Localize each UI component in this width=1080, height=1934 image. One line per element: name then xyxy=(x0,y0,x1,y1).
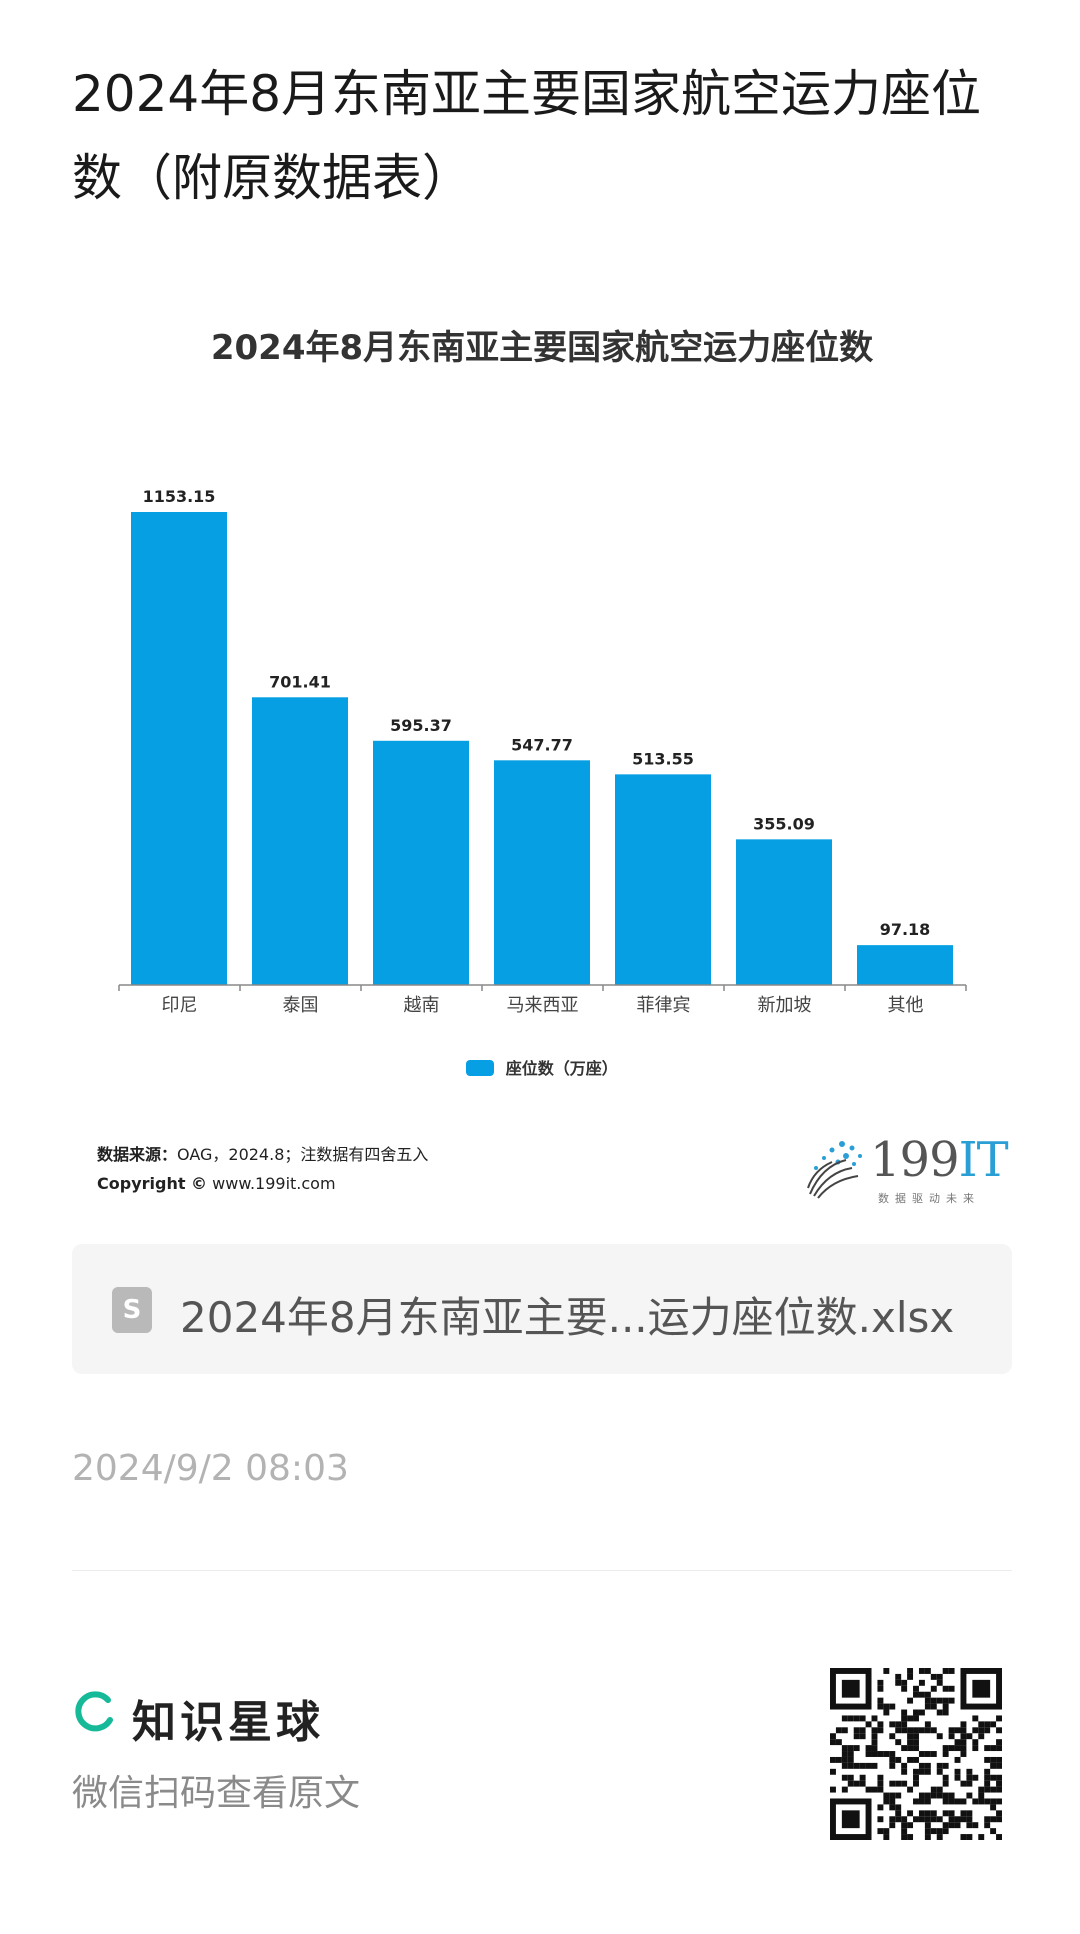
x-tick-label: 印尼 xyxy=(162,995,198,1016)
bar-value-label: 97.18 xyxy=(880,920,931,939)
scan-hint: 微信扫码查看原文 xyxy=(72,1773,361,1814)
bar-5 xyxy=(736,839,832,985)
planet-ring-icon xyxy=(75,1691,113,1732)
bar-chart: 1153.15 印尼 701.41 泰国 595.37 越南 547.77 马来西亚 513.5… xyxy=(118,487,967,1016)
article-title: 2024年8月东南亚主要国家航空运力座位数（附原数据表） xyxy=(72,65,982,207)
bar-value-label: 513.55 xyxy=(632,749,694,768)
x-tick-label: 泰国 xyxy=(283,995,319,1016)
x-tick-label: 其他 xyxy=(888,995,924,1016)
divider xyxy=(72,1570,1012,1571)
legend-label: 座位数（万座） xyxy=(505,1059,618,1078)
copyright-label: Copyright © xyxy=(97,1174,208,1193)
bar-6 xyxy=(857,945,953,985)
attachment-file-name: 2024年8月东南亚主要...运力座位数.xlsx xyxy=(180,1293,955,1342)
x-tick-label: 新加坡 xyxy=(758,995,812,1016)
qr-code xyxy=(830,1668,1002,1840)
bar-2 xyxy=(373,740,469,985)
chart-card: 1153.15 印尼 701.41 泰国 595.37 越南 547.77 马来西亚 513.5… xyxy=(72,300,1012,1230)
x-tick-label: 马来西亚 xyxy=(507,995,579,1016)
logo-slogan: 数据驱动未来 xyxy=(878,1192,980,1205)
source-block: 数据来源：OAG，2024.8；注数据有四舍五入 Copyright © www… xyxy=(97,1140,428,1198)
source-line: 数据来源：OAG，2024.8；注数据有四舍五入 xyxy=(97,1140,428,1169)
chart-title: 2024年8月东南亚主要国家航空运力座位数 xyxy=(210,328,874,368)
source-text: OAG，2024.8；注数据有四舍五入 xyxy=(177,1145,429,1164)
attachment-file[interactable]: S 2024年8月东南亚主要...运力座位数.xlsx xyxy=(72,1244,1012,1374)
bar-4 xyxy=(615,774,711,985)
logo-199it: 199IT 数据驱动未来 xyxy=(802,1132,1009,1212)
bar-value-label: 547.77 xyxy=(511,735,573,754)
spreadsheet-file-icon: S xyxy=(112,1287,152,1333)
legend-swatch xyxy=(466,1060,495,1076)
website-text: www.199it.com xyxy=(212,1174,336,1193)
chart-legend: 座位数（万座） xyxy=(72,1055,1012,1079)
bar-0 xyxy=(131,512,227,985)
x-tick-label: 越南 xyxy=(404,995,440,1016)
post-date: 2024/9/2 08:03 xyxy=(72,1448,349,1489)
copyright-line: Copyright © www.199it.com xyxy=(97,1169,428,1198)
brand-name: 知识星球 xyxy=(132,1697,324,1748)
bar-value-label: 595.37 xyxy=(390,716,452,735)
bar-value-label: 1153.15 xyxy=(143,487,216,506)
logo-dots-icon xyxy=(807,1141,862,1199)
logo-text: 199IT xyxy=(870,1132,1009,1188)
bar-value-label: 701.41 xyxy=(269,672,331,691)
x-tick-label: 菲律宾 xyxy=(637,995,691,1016)
source-label: 数据来源： xyxy=(97,1145,178,1164)
bar-value-label: 355.09 xyxy=(753,814,815,833)
bar-3 xyxy=(494,760,590,985)
bar-1 xyxy=(252,697,348,985)
